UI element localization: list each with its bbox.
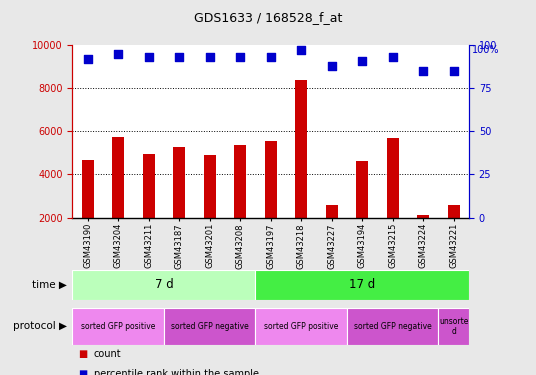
Point bbox=[114, 51, 122, 57]
Bar bbox=[173, 147, 185, 218]
Point bbox=[297, 47, 306, 53]
Text: ■: ■ bbox=[78, 369, 87, 375]
Bar bbox=[164, 308, 256, 345]
Bar bbox=[448, 205, 460, 218]
Point bbox=[419, 68, 428, 74]
Point bbox=[327, 63, 336, 69]
Bar bbox=[256, 270, 469, 300]
Bar bbox=[265, 141, 277, 218]
Bar bbox=[347, 308, 438, 345]
Text: protocol ▶: protocol ▶ bbox=[13, 321, 67, 331]
Text: 100%: 100% bbox=[472, 45, 499, 55]
Point bbox=[389, 54, 397, 60]
Text: 7 d: 7 d bbox=[154, 279, 173, 291]
Point bbox=[358, 57, 367, 63]
Point bbox=[144, 54, 153, 60]
Bar bbox=[325, 205, 338, 218]
Point bbox=[266, 54, 275, 60]
Bar bbox=[143, 154, 155, 218]
Text: GDS1633 / 168528_f_at: GDS1633 / 168528_f_at bbox=[194, 11, 342, 24]
Text: sorted GFP negative: sorted GFP negative bbox=[354, 322, 431, 331]
Bar bbox=[295, 80, 307, 218]
Text: unsorte
d: unsorte d bbox=[439, 316, 468, 336]
Bar bbox=[356, 161, 368, 218]
Bar bbox=[72, 308, 164, 345]
Point bbox=[175, 54, 183, 60]
Text: sorted GFP negative: sorted GFP negative bbox=[171, 322, 249, 331]
Bar bbox=[417, 215, 429, 217]
Bar bbox=[81, 160, 94, 218]
Point bbox=[236, 54, 244, 60]
Text: percentile rank within the sample: percentile rank within the sample bbox=[94, 369, 259, 375]
Point bbox=[205, 54, 214, 60]
Bar bbox=[72, 270, 256, 300]
Text: count: count bbox=[94, 349, 122, 359]
Bar bbox=[112, 136, 124, 218]
Bar bbox=[234, 145, 246, 218]
Text: 17 d: 17 d bbox=[349, 279, 375, 291]
Bar bbox=[438, 308, 469, 345]
Point bbox=[450, 68, 458, 74]
Bar bbox=[256, 308, 347, 345]
Bar bbox=[386, 138, 399, 218]
Point bbox=[83, 56, 92, 62]
Text: sorted GFP positive: sorted GFP positive bbox=[264, 322, 338, 331]
Text: time ▶: time ▶ bbox=[32, 280, 67, 290]
Bar bbox=[204, 155, 216, 218]
Text: sorted GFP positive: sorted GFP positive bbox=[81, 322, 155, 331]
Text: ■: ■ bbox=[78, 349, 87, 359]
